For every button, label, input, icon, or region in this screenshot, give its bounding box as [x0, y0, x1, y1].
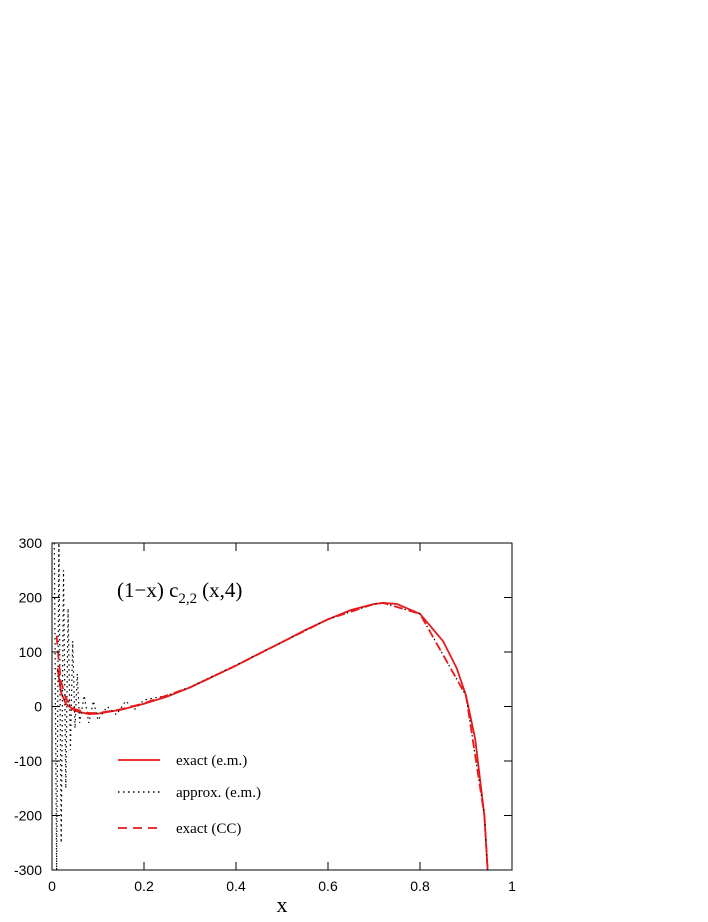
y-tick-label: 300	[19, 535, 43, 551]
annotation-suffix: (x,4)	[202, 578, 242, 602]
x-tick-label: 0.4	[226, 878, 246, 894]
series-line	[55, 602, 489, 870]
legend-label: approx. (e.m.)	[176, 785, 261, 801]
x-tick-label: 0	[48, 878, 56, 894]
x-tick-label: 0.2	[134, 878, 154, 894]
y-tick-label: -200	[14, 808, 42, 824]
y-tick-label: -100	[14, 753, 42, 769]
x-tick-label: 0.6	[318, 878, 338, 894]
y-tick-label: 100	[19, 644, 43, 660]
x-tick-label: 1	[508, 878, 516, 894]
x-axis-label: x	[277, 892, 288, 917]
legend-label: exact (e.m.)	[176, 753, 247, 769]
annotation-subscript: 2,2	[178, 591, 197, 607]
plot-lines	[53, 543, 489, 870]
y-tick-label: -300	[14, 862, 42, 878]
x-tick-label: 0.8	[410, 878, 430, 894]
legend-label: exact (CC)	[176, 821, 241, 837]
y-tick-label: 0	[34, 699, 42, 715]
annotation: (1−x) c2,2 (x,4)	[117, 578, 242, 607]
y-tick-label: 200	[19, 590, 43, 606]
series-line	[56, 602, 489, 870]
annotation-text: (1−x) c	[117, 578, 178, 602]
